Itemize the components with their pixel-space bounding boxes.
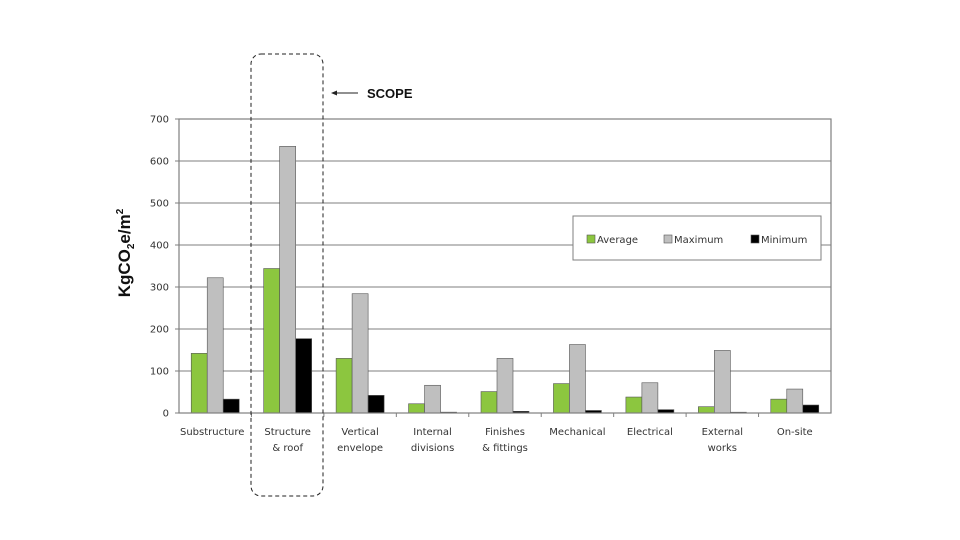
bar-average [190,353,208,414]
bar-average [408,403,425,414]
bar-maximum [424,384,441,414]
y-tick-label: 600 [150,157,169,168]
y-tick-label: 500 [150,199,169,210]
x-category-label: Finishes [485,427,525,438]
legend-swatch-minimum [750,234,760,244]
y-axis-label: KgCO2e/m2 [115,208,137,297]
x-category-label: Vertical [341,427,378,438]
x-axis-category-labels: Substructure Structure & roof Vertical envel… [180,413,813,454]
x-category-label: Electrical [627,427,673,438]
legend-label-average: Average [597,235,638,246]
plot-frame [178,118,832,414]
bar-maximum [206,277,224,414]
x-category-label: Internal [413,427,452,438]
x-category-label: Structure [264,427,311,438]
scope-label: SCOPE [367,86,413,101]
y-tick-label: 300 [150,283,169,294]
x-category-label: Mechanical [549,427,605,438]
bar-average [480,391,498,414]
bar-maximum [641,382,659,414]
x-category-label: & fittings [482,443,528,454]
x-category-label: & roof [272,443,303,454]
bar-minimum [802,404,820,414]
bar-maximum [569,344,586,414]
y-tick-label: 200 [150,325,169,336]
bar-maximum [714,350,731,414]
x-category-label: works [708,443,737,454]
bar-average [698,406,715,414]
bar-minimum [222,398,240,414]
y-tick-label: 700 [150,115,169,126]
y-tick-label: 100 [150,367,169,378]
bar-average [770,398,788,414]
x-category-label: divisions [411,443,454,454]
bar-average [553,383,570,414]
bar-average [625,396,643,414]
legend-label-minimum: Minimum [761,235,807,246]
y-tick-label: 0 [163,409,169,420]
x-category-label: envelope [337,443,383,454]
legend: Average Maximum Minimum [572,215,822,261]
x-category-label: On-site [777,427,813,438]
bar-minimum [367,395,385,414]
scope-annotation: SCOPE [250,53,413,497]
bar-average [263,268,280,414]
bar-series [190,146,820,414]
legend-box [572,215,822,261]
y-axis-ticks: 0 100 200 300 400 500 600 700 [150,115,179,420]
bar-minimum [295,338,312,414]
bar-maximum [279,146,296,414]
bar-maximum [496,358,514,414]
x-category-label: External [702,427,744,438]
legend-swatch-average [586,234,596,244]
bar-maximum [786,388,804,414]
bar-average [335,358,353,414]
legend-swatch-maximum [663,234,673,244]
legend-label-maximum: Maximum [674,235,723,246]
bar-maximum [351,293,369,414]
y-tick-label: 400 [150,241,169,252]
scope-arrow-icon [331,90,337,96]
plot-border [178,118,832,414]
x-category-label: Substructure [180,427,244,438]
